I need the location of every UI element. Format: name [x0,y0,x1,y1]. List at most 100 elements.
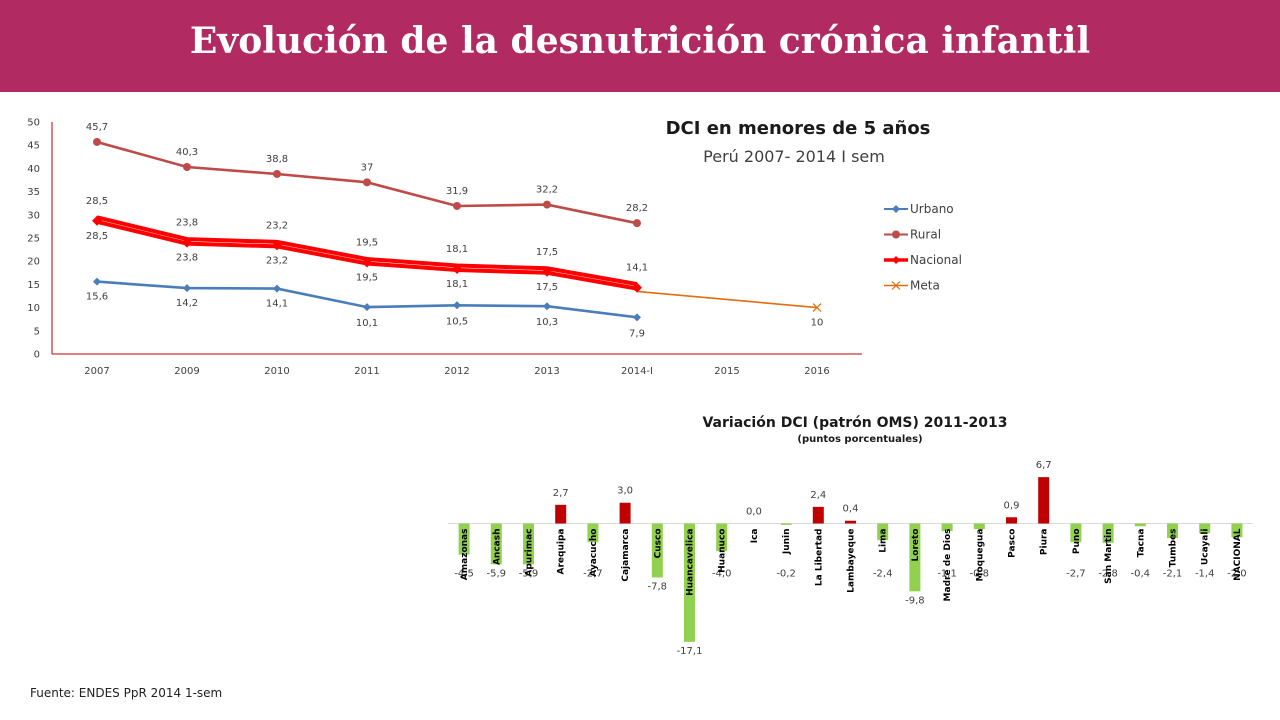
bar-puno [1070,523,1082,543]
bar-category-label-junin: Junin [782,529,792,556]
rural-data-label: 40,3 [176,147,198,158]
bar-lambayeque [845,520,856,524]
bar-value-label-amazonas: -4,5 [454,569,474,580]
meta-data-label: 10 [811,318,824,329]
x-tick-label: 2007 [84,366,109,377]
bar-huanuco [716,523,728,552]
bar-category-label-huanuco: Huanuco [718,529,728,573]
bar-value-label-loreto: -9,8 [905,595,925,606]
bar-arequipa [555,504,567,524]
bar-value-label-ica: 0,0 [746,507,762,518]
bar-category-label-ucayali: Ucayali [1201,529,1211,566]
bar-san-martin [1102,523,1114,543]
urbano-marker [543,302,551,311]
nacional-data-label: 14,1 [626,263,648,274]
bar-chart-title: Variación DCI (patrón OMS) 2011-2013 [702,415,1007,431]
urbano-data-label: 7,9 [629,328,645,339]
y-tick-label: 20 [27,257,40,268]
bar-category-label-ica: Ica [750,529,760,544]
x-tick-label: 2009 [174,366,199,377]
bar-value-label-apurimac: -5,9 [519,569,539,580]
urbano-marker [273,284,281,293]
y-tick-label: 35 [27,187,40,198]
page-title: Evolución de la desnutrición crónica inf… [189,20,1091,62]
urbano-data-label: 10,5 [446,316,468,327]
rural-marker [273,169,281,178]
bar-ucayali [1199,523,1211,534]
nacional-lower-data-label: 17,5 [536,282,558,293]
nacional-marker [182,237,192,248]
bar-value-label-pasco: 0,9 [1004,500,1020,511]
bar-category-label-arequipa: Arequipa [557,529,567,575]
bar-cajamarca [619,502,631,524]
x-tick-label: 2014-I [621,366,653,377]
source-note: Fuente: ENDES PpR 2014 1-sem [30,686,223,700]
bar-category-label-ayacucho: Ayacucho [589,529,599,577]
y-tick-label: 50 [27,118,40,129]
urbano-marker [453,301,461,310]
bar-value-label-ancash: -5,9 [487,569,507,580]
nacional-marker [92,215,102,226]
x-tick-label: 2011 [354,366,379,377]
urbano-marker [183,284,191,293]
urbano-marker [363,303,371,312]
line-chart-legend: Urbano Rural Nacional Meta [884,202,962,293]
bar-value-label-nacional: -2,0 [1227,569,1247,580]
urbano-data-label: 10,1 [356,318,378,329]
bar-category-label-madre-de-dios: Madre de Dios [943,529,953,602]
urbano-data-label: 10,3 [536,317,558,328]
bar-category-label-puno: Puno [1072,529,1082,555]
bar-pasco [1006,517,1017,524]
rural-data-label: 32,2 [536,185,558,196]
bar-value-label-cusco: -7,8 [648,581,668,592]
nacional-marker [452,264,462,275]
legend-label-rural: Rural [910,228,941,242]
bar-category-label-apurimac: Apurimac [525,529,535,577]
nacional-marker [632,282,642,293]
legend-label-nacional: Nacional [910,253,962,267]
bar-category-label-loreto: Loreto [911,529,921,562]
urbano-marker [93,277,101,286]
nacional-marker [542,266,552,277]
bar-value-label-tacna: -0,4 [1131,569,1151,580]
nacional-lower-data-label: 28,5 [86,231,108,242]
y-tick-label: 10 [27,303,40,314]
legend-label-urbano: Urbano [910,202,954,216]
bar-loreto [909,523,921,592]
nacional-lower-data-label: 19,5 [356,273,378,284]
rural-marker [183,163,191,172]
bar-category-label-pasco: Pasco [1008,529,1018,558]
bar-apurimac [523,523,534,565]
line-chart-title: DCI en menores de 5 años [666,118,931,139]
bar-huancavelica [684,523,695,642]
bar-piura [1038,477,1050,524]
bar-value-label-arequipa: 2,7 [553,488,569,499]
y-tick-label: 0 [34,350,40,361]
rural-marker [453,201,461,210]
nacional-data-label: 19,5 [356,238,378,249]
bar-value-label-ucayali: -1,4 [1195,569,1215,580]
nacional-data-label: 18,1 [446,244,468,255]
bar-category-label-la-libertad: La Libertad [814,529,824,587]
bar-la-libertad [812,506,824,524]
nacional-lower-data-label: 23,8 [176,253,198,264]
y-tick-label: 15 [27,280,40,291]
bar-ancash [490,523,502,565]
legend-marker-nacional [892,256,900,264]
legend-label-meta: Meta [910,279,940,293]
nacional-data-label: 28,5 [86,196,108,207]
bar-value-label-moquegua: -0,8 [970,569,990,580]
rural-data-label: 31,9 [446,186,468,197]
bar-nacional [1231,523,1243,538]
bar-category-label-amazonas: Amazonas [460,529,470,581]
urbano-marker [633,313,641,322]
title-banner: Evolución de la desnutrición crónica inf… [0,0,1280,92]
bar-chart-subtitle: (puntos porcentuales) [797,434,922,445]
bar-category-label-piura: Piura [1040,529,1050,556]
y-tick-label: 30 [27,210,40,221]
x-tick-label: 2013 [534,366,559,377]
bar-amazonas [458,523,470,555]
bar-ayacucho [587,523,599,543]
nacional-data-label: 23,8 [176,218,198,229]
